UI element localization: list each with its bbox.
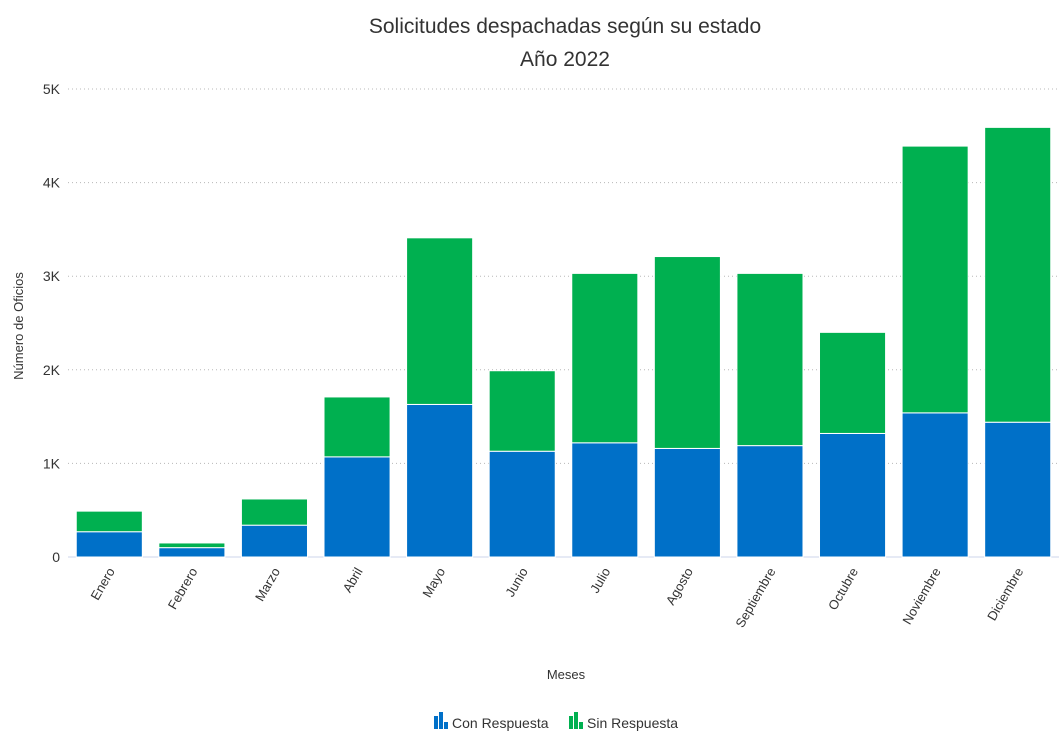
x-tick-label: Agosto — [663, 565, 696, 608]
gridlines — [68, 88, 1059, 558]
legend-item-con-respuesta[interactable]: Con Respuesta — [434, 712, 549, 731]
x-tick-label: Julio — [587, 565, 613, 596]
y-axis-ticks: 0 1K 2K 3K 4K 5K — [43, 81, 61, 565]
x-tick-label: Septiembre — [732, 565, 778, 630]
bar-con-respuesta-diciembre[interactable] — [984, 421, 1052, 558]
y-tick-label: 1K — [43, 455, 61, 471]
bar-sin-respuesta-noviembre[interactable] — [901, 145, 969, 414]
x-tick-label: Abril — [340, 565, 366, 595]
y-tick-label: 2K — [43, 362, 61, 378]
bar-chart-icon — [434, 712, 448, 729]
bar-sin-respuesta-enero[interactable] — [75, 510, 143, 533]
x-axis-label: Meses — [547, 667, 586, 682]
x-axis-ticks: Enero Febrero Marzo Abril Mayo Junio Julio Agos… — [88, 565, 1027, 630]
y-tick-label: 4K — [43, 175, 61, 191]
legend: Con Respuesta Sin Respuesta — [434, 712, 678, 731]
x-tick-label: Marzo — [252, 565, 283, 604]
legend-item-sin-respuesta[interactable]: Sin Respuesta — [569, 712, 678, 731]
bar-con-respuesta-septiembre[interactable] — [736, 445, 804, 558]
bar-sin-respuesta-diciembre[interactable] — [984, 126, 1052, 423]
bar-sin-respuesta-mayo[interactable] — [406, 237, 474, 405]
chart-subtitle: Año 2022 — [520, 48, 610, 71]
bar-sin-respuesta-septiembre[interactable] — [736, 272, 804, 447]
x-tick-label: Junio — [502, 565, 531, 599]
bar-con-respuesta-julio[interactable] — [571, 442, 639, 558]
bar-con-respuesta-junio[interactable] — [488, 450, 556, 558]
x-tick-label: Mayo — [419, 565, 448, 600]
bar-con-respuesta-febrero[interactable] — [158, 547, 226, 558]
bars — [75, 126, 1052, 558]
legend-label: Con Respuesta — [452, 715, 549, 731]
y-tick-label: 3K — [43, 268, 61, 284]
bar-con-respuesta-agosto[interactable] — [653, 447, 721, 558]
chart-title: Solicitudes despachadas según su estado — [369, 15, 761, 38]
bar-sin-respuesta-octubre[interactable] — [819, 331, 887, 434]
bar-sin-respuesta-agosto[interactable] — [653, 256, 721, 449]
bar-con-respuesta-marzo[interactable] — [240, 524, 308, 558]
legend-label: Sin Respuesta — [587, 715, 678, 731]
x-tick-label: Diciembre — [984, 565, 1026, 623]
bar-sin-respuesta-marzo[interactable] — [240, 498, 308, 526]
x-tick-label: Enero — [88, 565, 118, 603]
bar-con-respuesta-mayo[interactable] — [406, 403, 474, 558]
y-tick-label: 0 — [52, 549, 60, 565]
x-tick-label: Octubre — [825, 565, 861, 613]
bar-con-respuesta-abril[interactable] — [323, 456, 391, 558]
bar-con-respuesta-enero[interactable] — [75, 531, 143, 558]
bar-sin-respuesta-febrero[interactable] — [158, 542, 226, 549]
y-axis-label: Número de Oficios — [11, 272, 26, 380]
bar-con-respuesta-octubre[interactable] — [819, 432, 887, 558]
x-tick-label: Noviembre — [899, 565, 943, 627]
x-tick-label: Febrero — [165, 565, 201, 612]
bar-chart-icon — [569, 712, 583, 729]
bar-sin-respuesta-julio[interactable] — [571, 272, 639, 444]
bar-con-respuesta-noviembre[interactable] — [901, 412, 969, 558]
bar-sin-respuesta-junio[interactable] — [488, 370, 556, 452]
y-tick-label: 5K — [43, 81, 61, 97]
bar-sin-respuesta-abril[interactable] — [323, 396, 391, 458]
